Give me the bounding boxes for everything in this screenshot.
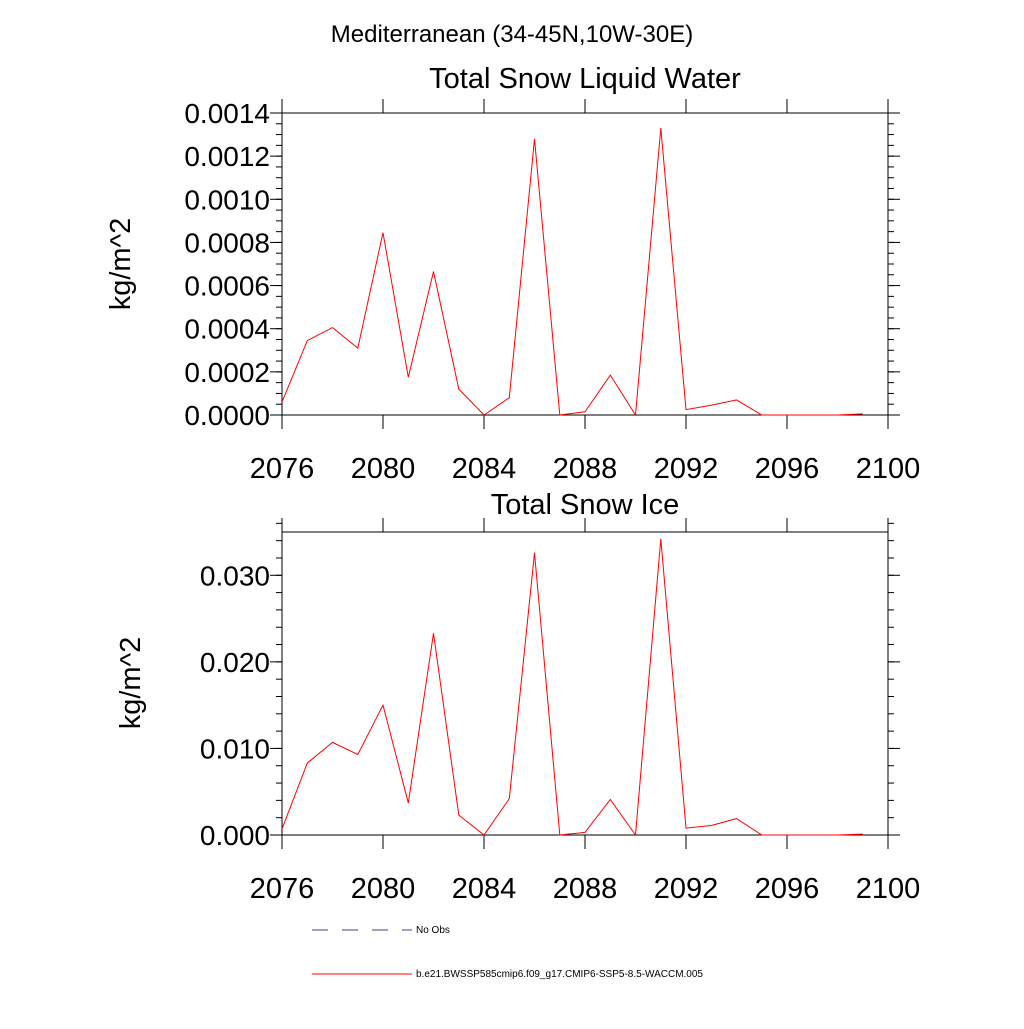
series-line — [281, 538, 863, 837]
y-tick-label: 0.030 — [200, 560, 270, 591]
y-tick-label: 0.000 — [200, 820, 270, 851]
panel-title: Total Snow Ice — [491, 489, 680, 521]
plot-frame — [281, 531, 889, 836]
legend-label-model: b.e21.BWSSP585cmip6.f09_g17.CMIP6-SSP5-8… — [416, 969, 703, 980]
x-tick-label: 2088 — [553, 453, 618, 485]
y-tick-label: 0.0002 — [184, 357, 270, 388]
y-axis-label: kg/m^2 — [105, 218, 137, 311]
x-tick-label: 2076 — [250, 873, 315, 905]
y-tick-label: 0.0014 — [184, 98, 270, 129]
x-tick-label: 2092 — [654, 453, 719, 485]
x-tick-label: 2084 — [452, 873, 517, 905]
x-tick-label: 2088 — [553, 873, 618, 905]
x-tick-label: 2076 — [250, 453, 315, 485]
x-tick-label: 2092 — [654, 873, 719, 905]
panel-snow-liquid-water: Total Snow Liquid Water kg/m^2 0.0000 0.000… — [105, 63, 920, 485]
y-tick-label: 0.020 — [200, 647, 270, 678]
legend: No Obs b.e21.BWSSP585cmip6.f09_g17.CMIP6… — [312, 925, 703, 980]
y-tick-label: 0.010 — [200, 733, 270, 764]
x-tick-label: 2100 — [856, 453, 921, 485]
panel-title: Total Snow Liquid Water — [429, 63, 741, 95]
y-tick-label: 0.0000 — [184, 400, 270, 431]
y-tick-label: 0.0006 — [184, 271, 270, 302]
series-line — [281, 128, 863, 417]
y-tick-label: 0.0010 — [184, 184, 270, 215]
y-axis-label: kg/m^2 — [115, 637, 147, 730]
y-tick-label: 0.0008 — [184, 227, 270, 258]
x-tick-label: 2100 — [856, 873, 921, 905]
x-tick-label: 2096 — [755, 873, 820, 905]
x-tick-label: 2096 — [755, 453, 820, 485]
panel-snow-ice: Total Snow Ice kg/m^2 0.000 0.010 0.020 0.030… — [115, 489, 920, 905]
x-tick-label: 2084 — [452, 453, 517, 485]
legend-label-no-obs: No Obs — [416, 925, 450, 936]
y-tick-label: 0.0004 — [184, 314, 270, 345]
x-tick-label: 2080 — [351, 873, 416, 905]
plot-frame — [281, 112, 889, 416]
x-tick-label: 2080 — [351, 453, 416, 485]
y-tick-label: 0.0012 — [184, 141, 270, 172]
figure-title: Mediterranean (34-45N,10W-30E) — [331, 21, 693, 48]
